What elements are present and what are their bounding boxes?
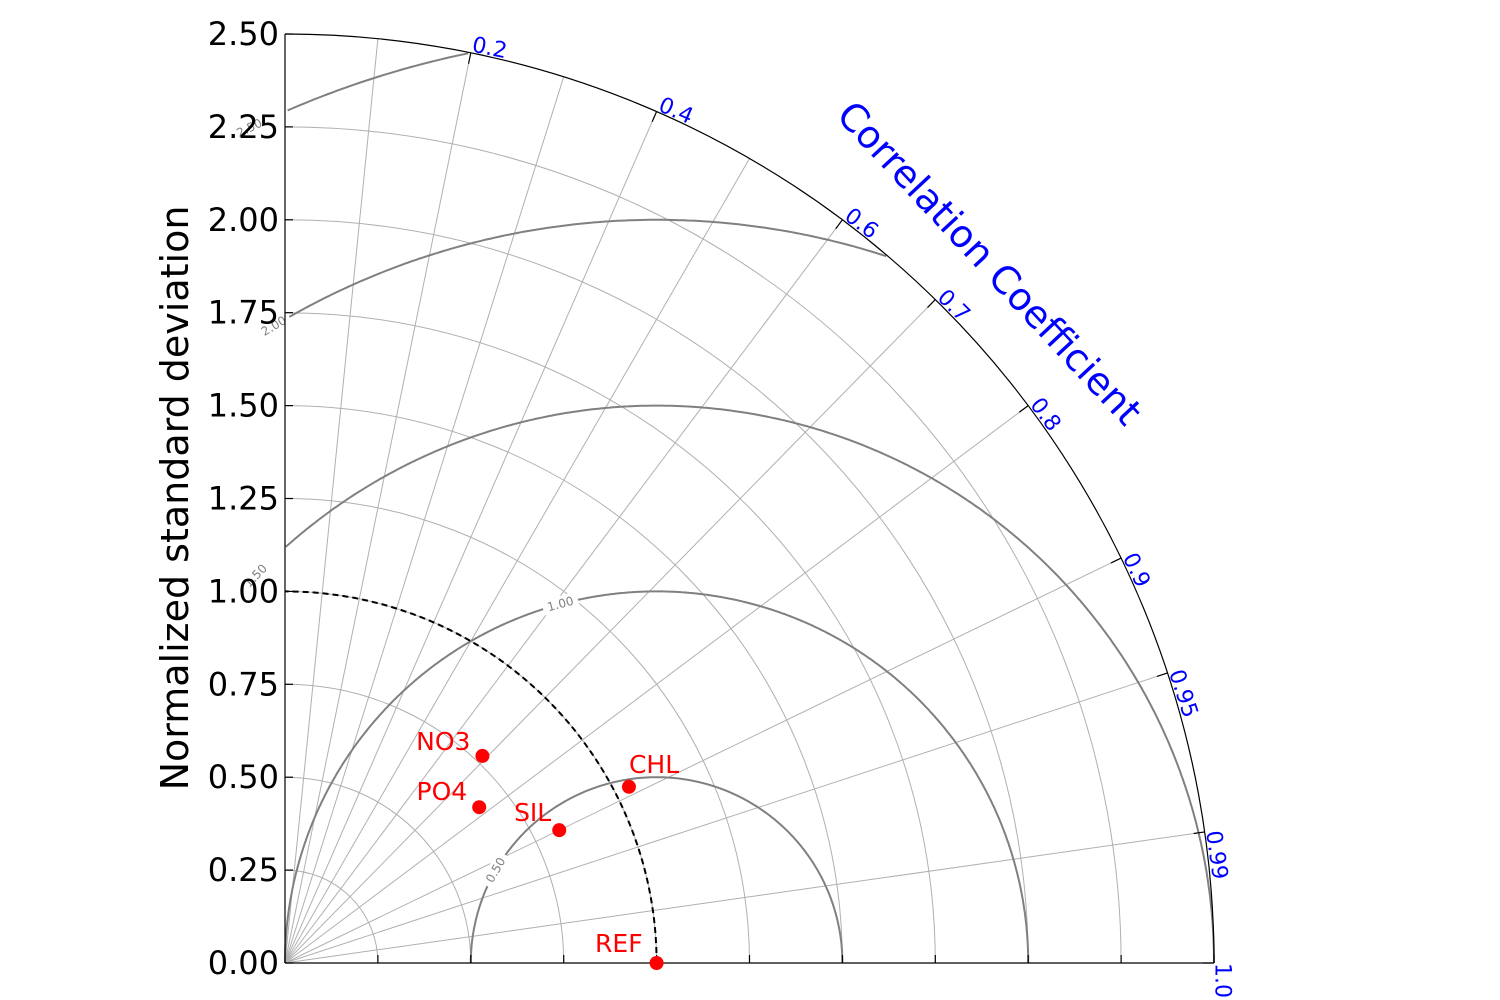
correlation-tick-label: 0.99 bbox=[1200, 829, 1232, 881]
correlation-tick-mark bbox=[1193, 831, 1205, 835]
correlation-tick-label: 0.7 bbox=[932, 285, 974, 327]
correlation-gridline bbox=[284, 557, 1122, 964]
std-gridline bbox=[284, 683, 565, 964]
data-point-label-sil: SIL bbox=[514, 798, 551, 827]
data-point-po4 bbox=[472, 800, 487, 815]
axis-layer bbox=[284, 33, 1215, 964]
rmsd-contour-label-background bbox=[237, 557, 274, 594]
y-tick-label: 2.25 bbox=[208, 108, 279, 146]
rmsd-contour-label: 1.00 bbox=[546, 594, 575, 614]
y-tick-label: 2.50 bbox=[208, 15, 279, 53]
correlation-tick-label: 0.2 bbox=[470, 33, 509, 64]
correlation-tick-label: 0.95 bbox=[1163, 667, 1202, 721]
correlation-gridline bbox=[284, 672, 1168, 964]
y-tick-label: 1.25 bbox=[208, 480, 279, 518]
correlation-tick-mark bbox=[835, 219, 843, 230]
data-point-no3 bbox=[475, 748, 490, 763]
correlation-tick-label: 1.0 bbox=[1209, 963, 1234, 998]
correlation-tick-mark bbox=[1156, 672, 1168, 677]
y-tick-label: 1.75 bbox=[208, 294, 279, 332]
correlation-tick-mark bbox=[1018, 405, 1029, 413]
correlation-gridline bbox=[284, 38, 379, 964]
data-point-chl bbox=[621, 779, 636, 794]
correlation-gridline bbox=[284, 52, 472, 964]
y-tick-label: 1.50 bbox=[208, 387, 279, 425]
std-gridline bbox=[284, 219, 1029, 964]
rmsd-contour-label-background bbox=[479, 850, 511, 890]
std-gridline bbox=[284, 590, 658, 964]
y-tick-label: 0.50 bbox=[208, 758, 279, 796]
std-gridline bbox=[284, 405, 843, 964]
correlation-gridline bbox=[284, 405, 1029, 964]
rmsd-contour bbox=[287, 218, 887, 319]
point-layer: REF NO3 PO4 SIL CHL bbox=[416, 727, 679, 970]
correlation-gridline bbox=[284, 158, 750, 964]
rmsd-contour bbox=[284, 590, 1030, 963]
correlation-tick-mark bbox=[467, 52, 472, 64]
data-point-ref bbox=[649, 956, 664, 970]
tick-label-layer: 0.00 0.25 0.50 0.75 1.00 1.25 1.50 1.75 2.00 2.25… bbox=[208, 15, 1235, 998]
outer-arc bbox=[284, 33, 1215, 964]
rmsd-contour-label-background bbox=[229, 112, 269, 143]
rmsd-contour-label-background bbox=[540, 591, 580, 616]
correlation-tick-label: 0.6 bbox=[840, 203, 883, 244]
data-point-label-ref: REF bbox=[595, 929, 643, 958]
correlation-axis-label: Correlation Coefficient bbox=[828, 93, 1150, 434]
correlation-tick-mark bbox=[651, 111, 658, 123]
rmsd-contour bbox=[285, 404, 1215, 963]
correlation-tick-mark bbox=[1110, 557, 1122, 564]
std-gridline bbox=[284, 776, 472, 964]
correlation-gridline bbox=[284, 219, 843, 964]
y-tick-label: 0.00 bbox=[208, 944, 279, 982]
std-gridline bbox=[284, 312, 936, 964]
correlation-gridline bbox=[284, 299, 936, 964]
data-point-label-po4: PO4 bbox=[417, 777, 468, 806]
correlation-tick-label: 0.4 bbox=[655, 93, 697, 130]
y-tick-label: 2.00 bbox=[208, 201, 279, 239]
rmsd-contour-label-background bbox=[254, 309, 293, 342]
data-point-sil bbox=[552, 823, 567, 838]
correlation-gridline bbox=[284, 831, 1205, 964]
correlation-gridline bbox=[284, 111, 658, 964]
std-gridline bbox=[284, 498, 750, 964]
rmsd-contour bbox=[287, 52, 469, 112]
y-axis-label: Normalized standard deviation bbox=[153, 206, 197, 791]
data-point-label-chl: CHL bbox=[629, 750, 679, 779]
correlation-tick-mark bbox=[927, 299, 936, 308]
correlation-gridline bbox=[284, 76, 565, 964]
reference-std-arc bbox=[284, 590, 658, 964]
data-point-label-no3: NO3 bbox=[416, 727, 470, 756]
y-tick-label: 1.00 bbox=[208, 572, 279, 610]
correlation-tick-label: 0.8 bbox=[1025, 393, 1066, 436]
y-tick-label: 0.75 bbox=[208, 665, 279, 703]
grid-layer bbox=[284, 38, 1205, 964]
y-tick-label: 0.25 bbox=[208, 851, 279, 889]
correlation-tick-label: 0.9 bbox=[1117, 549, 1155, 591]
std-gridline bbox=[284, 126, 1122, 964]
